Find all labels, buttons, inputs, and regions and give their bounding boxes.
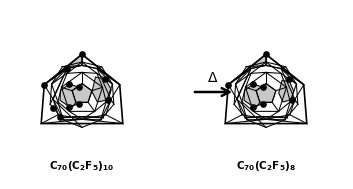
Text: $\mathbf{C_{70}(C_2F_5)_{8}}$: $\mathbf{C_{70}(C_2F_5)_{8}}$	[236, 159, 296, 173]
Text: $\Delta$: $\Delta$	[207, 71, 219, 85]
Text: $\mathbf{C_{70}(C_2F_5)_{10}}$: $\mathbf{C_{70}(C_2F_5)_{10}}$	[49, 159, 114, 173]
Polygon shape	[266, 54, 304, 85]
Polygon shape	[256, 84, 276, 102]
Polygon shape	[92, 77, 111, 102]
Polygon shape	[72, 84, 92, 102]
Polygon shape	[228, 54, 266, 85]
Polygon shape	[60, 84, 82, 107]
Polygon shape	[82, 54, 120, 85]
Polygon shape	[279, 80, 294, 102]
Polygon shape	[244, 84, 267, 107]
Polygon shape	[44, 54, 82, 85]
